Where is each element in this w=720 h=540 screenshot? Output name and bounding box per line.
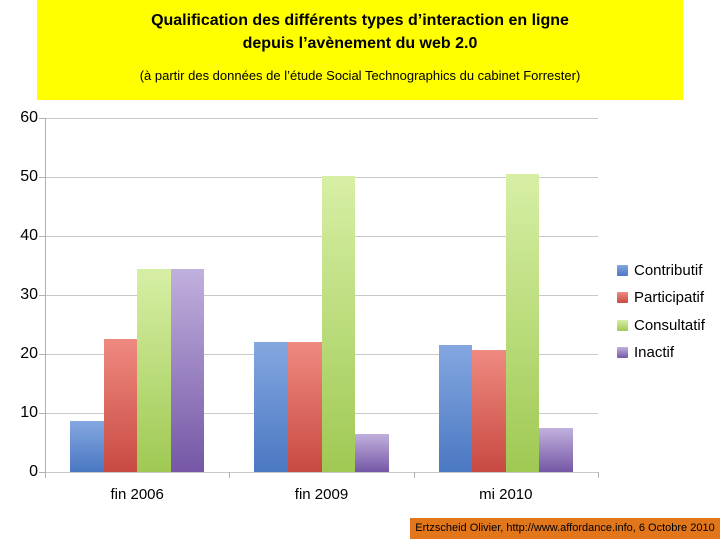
y-axis-tick: [39, 472, 45, 473]
x-axis-tick: [229, 472, 231, 478]
legend-label: Participatif: [634, 289, 705, 307]
bar: [254, 342, 288, 472]
bar: [70, 420, 104, 472]
bar: [539, 427, 573, 473]
slide-title-line1: Qualification des différents types d’int…: [151, 12, 569, 29]
y-axis-tick: [39, 354, 45, 355]
y-axis-tick: [39, 177, 45, 178]
bar: [472, 349, 506, 472]
bar: [103, 339, 138, 473]
title-banner: Qualification des différents types d’int…: [37, 0, 683, 100]
legend-label: Contributif: [634, 262, 703, 279]
slide-subtitle: (à partir des données de l’étude Social …: [139, 68, 581, 83]
x-axis-category-label: mi 2010: [479, 486, 533, 503]
y-axis-tick-label: 0: [29, 463, 38, 480]
legend-swatch-contributif: [617, 265, 628, 276]
credit-banner: Ertzscheid Olivier, http://www.affordanc…: [410, 518, 720, 539]
legend-swatch-inactif: [617, 346, 628, 358]
y-axis-line: [45, 118, 46, 473]
y-axis-tick-label: 50: [20, 168, 38, 185]
bar: [170, 269, 205, 472]
legend-label: Consultatif: [634, 316, 705, 334]
y-axis-tick: [39, 413, 45, 414]
y-axis-tick-label: 30: [20, 286, 38, 303]
y-axis-tick: [39, 236, 45, 237]
legend-swatch-consultatif: [617, 319, 628, 331]
bar: [505, 174, 540, 472]
gridline: [45, 118, 598, 119]
x-axis-tick: [413, 472, 415, 478]
y-axis-tick-label: 60: [20, 109, 38, 126]
legend-label: Inactif: [634, 343, 675, 361]
bar: [321, 175, 355, 472]
gridline: [45, 472, 598, 473]
x-axis-tick: [45, 472, 46, 478]
y-axis-tick: [39, 295, 45, 296]
bar: [288, 342, 322, 472]
y-axis-tick-label: 40: [20, 227, 38, 244]
bar: [355, 433, 389, 472]
x-axis-category-label: fin 2006: [110, 486, 164, 503]
y-axis-tick: [39, 118, 45, 119]
x-axis-category-label: fin 2009: [294, 486, 349, 503]
y-axis-tick-label: 10: [20, 404, 38, 421]
legend-swatch-participatif: [617, 292, 628, 304]
x-axis-tick: [598, 472, 599, 478]
bar: [438, 345, 473, 472]
slide-title-line2: depuis l’avènement du web 2.0: [242, 35, 478, 52]
y-axis-tick-label: 20: [20, 345, 38, 362]
bar: [137, 268, 171, 472]
